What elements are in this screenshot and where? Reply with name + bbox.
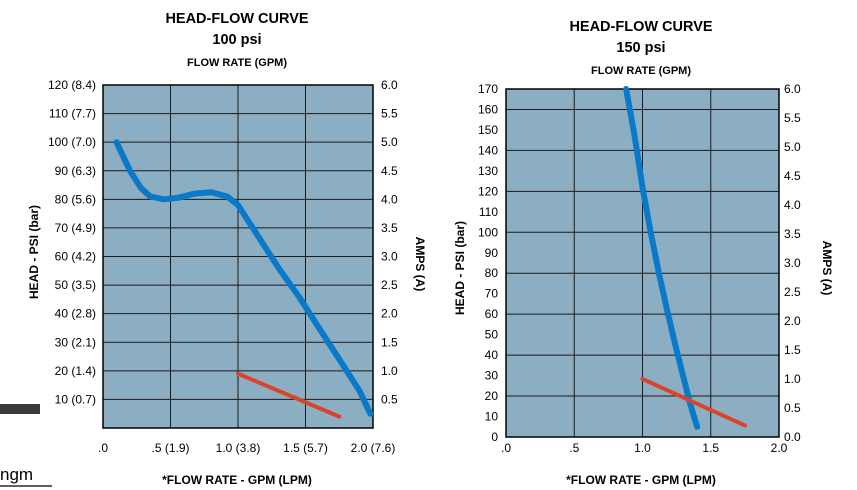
- y-tick-label: 100 (7.0): [48, 135, 96, 149]
- y2-tick-label: 4.5: [381, 164, 398, 178]
- y2-tick-label: 2.0: [381, 307, 398, 321]
- y2-tick-label: 5.5: [784, 111, 801, 125]
- y-tick-label: 20: [485, 389, 499, 403]
- cropped-text-fragment: ngm: [0, 465, 33, 484]
- y-tick-label: 60 (4.2): [55, 250, 96, 264]
- y2-tick-label: 3.5: [381, 221, 398, 235]
- y-tick-label: 60: [485, 307, 499, 321]
- y2-tick-label: 5.5: [381, 107, 398, 121]
- y2-tick-label: 0.0: [784, 430, 801, 444]
- y-tick-label: 120 (8.4): [48, 78, 96, 92]
- x-tick-label: .0: [501, 441, 511, 455]
- x-tick-label: 1.0: [634, 441, 651, 455]
- y2-tick-label: 3.5: [784, 227, 801, 241]
- y-tick-label: 40 (2.8): [55, 307, 96, 321]
- y2-tick-label: 2.5: [381, 278, 398, 292]
- y2-tick-label: 4.5: [784, 169, 801, 183]
- top-axis-label: FLOW RATE (GPM): [187, 57, 287, 69]
- y2-axis-label: AMPS (A): [820, 241, 834, 296]
- y2-tick-label: 1.0: [381, 364, 398, 378]
- y-tick-label: 90 (6.3): [55, 164, 96, 178]
- y-tick-label: 50 (3.5): [55, 278, 96, 292]
- x-tick-label: 1.0 (3.8): [216, 441, 261, 455]
- chart-subtitle: 100 psi: [212, 32, 261, 48]
- y-tick-label: 10 (0.7): [55, 392, 96, 406]
- y2-tick-label: 2.0: [784, 314, 801, 328]
- x-tick-label: 2.0: [771, 441, 788, 455]
- y2-tick-label: 0.5: [381, 392, 398, 406]
- x-tick-label: .5: [569, 441, 579, 455]
- y-tick-label: 50: [485, 328, 499, 342]
- x-axis-label: *FLOW RATE - GPM (LPM): [566, 473, 716, 487]
- y-tick-label: 100: [478, 225, 498, 239]
- chart-100-psi: HEAD-FLOW CURVE 100 psi FLOW RATE (GPM) …: [27, 11, 427, 487]
- y-tick-label: 90: [485, 246, 499, 260]
- y2-tick-label: 5.0: [381, 135, 398, 149]
- y-axis-label: HEAD - PSI (bar): [453, 221, 467, 315]
- y-tick-label: 140: [478, 143, 498, 157]
- y-tick-label: 120: [478, 184, 498, 198]
- x-tick-label: 1.5: [702, 441, 719, 455]
- y-tick-label: 110: [479, 205, 498, 219]
- y-tick-label: 0: [491, 430, 498, 444]
- y-axis-label: HEAD - PSI (bar): [27, 205, 41, 299]
- y-tick-label: 20 (1.4): [55, 364, 96, 378]
- y-tick-label: 30 (2.1): [55, 335, 96, 349]
- x-axis-label: *FLOW RATE - GPM (LPM): [162, 473, 312, 487]
- y-tick-label: 70: [485, 287, 499, 301]
- chart-150-psi: HEAD-FLOW CURVE 150 psi FLOW RATE (GPM) …: [453, 19, 834, 487]
- x-tick-label: .0: [98, 441, 108, 455]
- chart-title: HEAD-FLOW CURVE: [165, 11, 308, 27]
- chart-subtitle: 150 psi: [616, 40, 665, 56]
- y2-tick-label: 3.0: [784, 256, 801, 270]
- y2-axis-label: AMPS (A): [413, 237, 427, 292]
- x-tick-label: 1.5 (5.7): [283, 441, 328, 455]
- y2-tick-label: 4.0: [784, 198, 801, 212]
- top-axis-label: FLOW RATE (GPM): [591, 65, 691, 77]
- y-tick-label: 80 (5.6): [55, 192, 96, 206]
- y2-tick-label: 5.0: [784, 140, 801, 154]
- y-tick-label: 160: [478, 102, 498, 116]
- amps-curve-line: [236, 371, 342, 419]
- plot-border: [505, 88, 780, 438]
- head-curve-line: [623, 86, 701, 430]
- chart-title: HEAD-FLOW CURVE: [569, 19, 712, 35]
- y-tick-label: 30: [485, 369, 499, 383]
- cropped-bar-fragment: [0, 404, 40, 414]
- y-tick-label: 10: [485, 410, 499, 424]
- y2-tick-label: 4.0: [381, 192, 398, 206]
- y2-tick-label: 6.0: [381, 78, 398, 92]
- y2-tick-label: 1.5: [381, 335, 398, 349]
- y2-tick-label: 3.0: [381, 250, 398, 264]
- amps-curve-line: [640, 377, 747, 428]
- y-tick-label: 130: [478, 164, 498, 178]
- x-tick-label: .5 (1.9): [151, 441, 189, 455]
- y-tick-label: 70 (4.9): [55, 221, 96, 235]
- y-tick-label: 80: [485, 266, 499, 280]
- y2-tick-label: 1.5: [784, 343, 801, 357]
- y-tick-label: 110 (7.7): [49, 107, 96, 121]
- y2-tick-label: 1.0: [784, 372, 801, 386]
- y-tick-label: 150: [478, 123, 498, 137]
- y2-tick-label: 0.5: [784, 401, 801, 415]
- head-curve-line: [113, 139, 374, 417]
- y-tick-label: 40: [485, 348, 499, 362]
- plot-border: [102, 84, 374, 429]
- x-tick-label: 2.0 (7.6): [351, 441, 396, 455]
- y2-tick-label: 6.0: [784, 82, 801, 96]
- y-tick-label: 170: [478, 82, 498, 96]
- y2-tick-label: 2.5: [784, 285, 801, 299]
